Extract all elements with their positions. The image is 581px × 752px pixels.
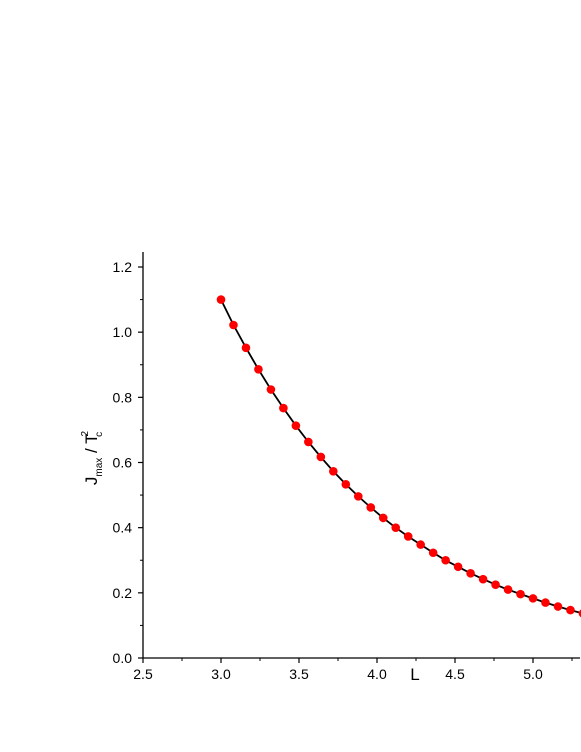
y-axis-title-main: J <box>82 477 101 486</box>
x-tick-label: 5.0 <box>523 666 543 682</box>
x-axis-title: L <box>410 665 419 684</box>
data-point <box>403 532 413 541</box>
x-tick-label: 4.0 <box>367 666 387 682</box>
data-point <box>229 320 238 330</box>
series-line <box>220 299 581 614</box>
y-tick-label: 1.2 <box>113 259 133 275</box>
data-point <box>541 598 550 607</box>
x-tick-label: 2.5 <box>133 666 153 682</box>
axes: 0.0 0.2 0.4 0.6 0.8 1.0 1.2 2.5 3.0 3.5 4.0 4.5 5.0 <box>113 252 580 682</box>
y-tick-label: 0.8 <box>113 389 133 405</box>
data-point <box>254 365 263 374</box>
data-point <box>378 513 388 523</box>
y-tick-label: 0.2 <box>113 585 133 601</box>
y-axis-title-sup: 2 <box>80 430 91 436</box>
x-tick-label: 3.0 <box>211 666 231 682</box>
y-tick-label: 0.4 <box>113 520 133 536</box>
data-point <box>216 295 226 304</box>
data-point <box>578 609 581 618</box>
data-point <box>441 555 450 565</box>
data-point <box>366 503 376 512</box>
data-point <box>416 540 425 549</box>
data-point <box>266 385 276 394</box>
data-point <box>353 492 363 501</box>
data-point <box>516 589 525 599</box>
data-point <box>466 568 475 578</box>
data-point <box>453 562 463 572</box>
data-point <box>329 466 338 476</box>
y-tick-label: 1.0 <box>113 324 133 340</box>
data-point <box>316 452 326 462</box>
y-tick-label: 0.6 <box>113 455 133 471</box>
y-axis-title: Jmax / T2 c <box>80 430 105 485</box>
data-point <box>391 523 401 532</box>
y-tick-label: 0.0 <box>113 650 133 666</box>
data-point <box>491 580 500 589</box>
x-tick-label: 4.5 <box>445 666 465 682</box>
data-point <box>341 480 351 489</box>
y-axis-title-slash: / <box>82 444 101 458</box>
data-point <box>304 437 313 447</box>
data-point <box>553 602 563 611</box>
data-point <box>528 594 538 603</box>
svg-text:Jmax / T2c: Jmax / T2 c <box>80 430 105 485</box>
data-point <box>566 605 575 615</box>
y-axis-title-t: T <box>82 433 101 443</box>
data-point <box>291 421 301 430</box>
data-point <box>428 548 438 558</box>
data-point <box>279 403 288 413</box>
data-point <box>503 585 513 594</box>
data-point <box>241 343 251 353</box>
data-point <box>478 574 488 584</box>
x-tick-label: 3.5 <box>289 666 309 682</box>
y-axis-title-sub1: max <box>94 458 105 477</box>
plot-area <box>216 295 581 618</box>
y-axis-title-sub2: c <box>94 432 105 437</box>
